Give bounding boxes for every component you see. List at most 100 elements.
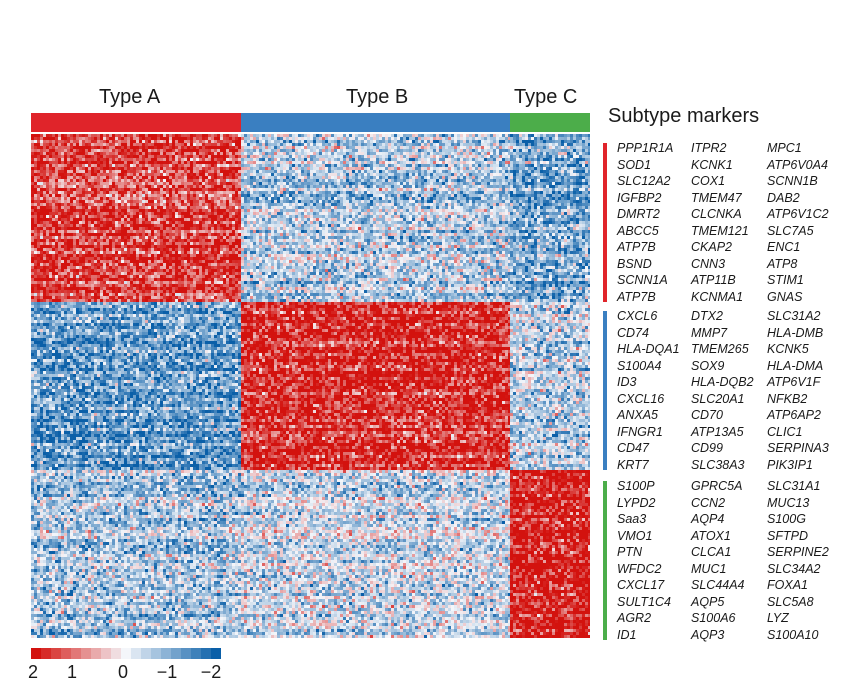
heatmap-cell	[561, 164, 564, 167]
heatmap-cell	[301, 158, 304, 161]
heatmap-cell	[118, 137, 121, 140]
heatmap-cell	[115, 146, 118, 149]
heatmap-cell	[457, 179, 460, 182]
heatmap-cell	[313, 134, 316, 137]
heatmap-cell	[445, 194, 448, 197]
heatmap-cell	[211, 191, 214, 194]
heatmap-cell	[567, 155, 570, 158]
heatmap-cell	[546, 152, 549, 155]
heatmap-cell	[469, 194, 472, 197]
heatmap-cell	[160, 173, 163, 176]
heatmap-cell	[238, 140, 241, 143]
heatmap-cell	[391, 152, 394, 155]
heatmap-cell	[576, 170, 579, 173]
heatmap-cell	[505, 167, 508, 170]
heatmap-cell	[555, 188, 558, 191]
heatmap-cell	[91, 140, 94, 143]
heatmap-cell	[202, 152, 205, 155]
heatmap-cell	[262, 194, 265, 197]
heatmap-cell	[49, 185, 52, 188]
heatmap-cell	[585, 146, 588, 149]
heatmap-cell	[519, 143, 522, 146]
heatmap-cell	[528, 176, 531, 179]
heatmap-cell	[217, 164, 220, 167]
heatmap-cell	[37, 140, 40, 143]
heatmap-cell	[537, 164, 540, 167]
heatmap-cell	[427, 185, 430, 188]
heatmap-cell	[397, 161, 400, 164]
heatmap-cell	[418, 155, 421, 158]
heatmap-cell	[358, 149, 361, 152]
heatmap-cell	[184, 176, 187, 179]
heatmap-cell	[415, 164, 418, 167]
heatmap-cell	[127, 152, 130, 155]
heatmap-cell	[346, 152, 349, 155]
heatmap-cell	[160, 191, 163, 194]
heatmap-cell	[262, 137, 265, 140]
heatmap-cell	[325, 161, 328, 164]
heatmap-cell	[214, 134, 217, 137]
heatmap-cell	[226, 143, 229, 146]
heatmap-cell	[259, 164, 262, 167]
heatmap-cell	[40, 194, 43, 197]
heatmap-cell	[301, 161, 304, 164]
heatmap-cell	[361, 188, 364, 191]
heatmap-cell	[448, 143, 451, 146]
heatmap-cell	[436, 188, 439, 191]
heatmap-cell	[316, 155, 319, 158]
heatmap-cell	[400, 194, 403, 197]
heatmap-cell	[76, 164, 79, 167]
heatmap-cell	[412, 161, 415, 164]
heatmap-cell	[118, 155, 121, 158]
heatmap-cell	[55, 164, 58, 167]
heatmap-cell	[136, 197, 139, 200]
heatmap-cell	[310, 140, 313, 143]
heatmap-cell	[430, 155, 433, 158]
heatmap-cell	[415, 134, 418, 137]
heatmap-cell	[358, 179, 361, 182]
heatmap-cell	[382, 137, 385, 140]
heatmap-cell	[148, 140, 151, 143]
heatmap-cell	[376, 185, 379, 188]
heatmap-cell	[484, 155, 487, 158]
heatmap-cell	[250, 152, 253, 155]
heatmap-cell	[445, 134, 448, 137]
heatmap-cell	[457, 194, 460, 197]
heatmap-cell	[292, 182, 295, 185]
heatmap-cell	[543, 167, 546, 170]
heatmap-cell	[100, 164, 103, 167]
heatmap-cell	[352, 185, 355, 188]
heatmap-cell	[136, 170, 139, 173]
heatmap-cell	[277, 137, 280, 140]
heatmap-cell	[421, 134, 424, 137]
heatmap-cell	[534, 167, 537, 170]
heatmap-cell	[94, 170, 97, 173]
heatmap-cell	[265, 176, 268, 179]
heatmap-cell	[424, 149, 427, 152]
heatmap-cell	[76, 176, 79, 179]
heatmap-cell	[163, 146, 166, 149]
heatmap-cell	[358, 188, 361, 191]
heatmap-cell	[510, 185, 513, 188]
heatmap-cell	[460, 188, 463, 191]
heatmap-cell	[265, 137, 268, 140]
heatmap-cell	[382, 146, 385, 149]
heatmap-cell	[277, 191, 280, 194]
heatmap-cell	[427, 197, 430, 200]
heatmap-cell	[516, 152, 519, 155]
heatmap-cell	[469, 146, 472, 149]
heatmap-cell	[412, 182, 415, 185]
heatmap-cell	[382, 152, 385, 155]
heatmap-cell	[115, 140, 118, 143]
heatmap-cell	[478, 191, 481, 194]
heatmap-cell	[124, 149, 127, 152]
heatmap-cell	[79, 191, 82, 194]
heatmap-cell	[519, 173, 522, 176]
heatmap-cell	[585, 152, 588, 155]
heatmap-cell	[187, 182, 190, 185]
heatmap-cell	[55, 146, 58, 149]
heatmap-cell	[124, 158, 127, 161]
heatmap-cell	[58, 194, 61, 197]
heatmap-cell	[546, 164, 549, 167]
heatmap-cell	[286, 161, 289, 164]
